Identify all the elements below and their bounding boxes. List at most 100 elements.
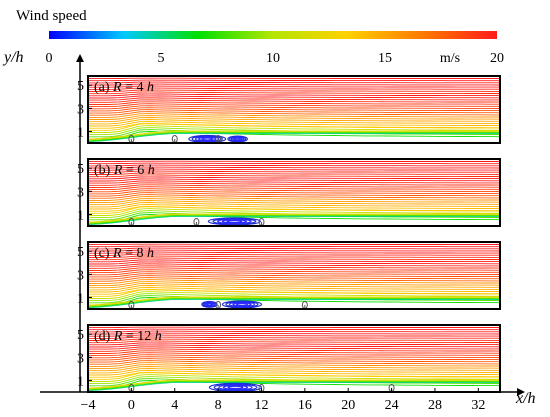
- streamline: [88, 332, 500, 335]
- streamline: [88, 352, 500, 357]
- streamline: [88, 350, 500, 354]
- streamline: [88, 166, 500, 169]
- tree-icon: [171, 134, 178, 143]
- streamline: [88, 79, 500, 82]
- streamline: [88, 253, 500, 256]
- streamline: [88, 115, 500, 120]
- recirculation-vortex: [188, 134, 227, 143]
- streamline: [88, 164, 500, 167]
- y-axis-label-unit: /h: [10, 49, 23, 66]
- streamline: [88, 340, 500, 344]
- streamline: [88, 89, 500, 92]
- streamline: [88, 204, 500, 210]
- tree-icon: [301, 300, 308, 309]
- streamline: [88, 356, 500, 361]
- streamline: [88, 81, 500, 84]
- panel-c: 135(c) R = 8 h: [77, 241, 501, 310]
- streamline: [88, 122, 500, 129]
- colorbar-tick-2: 10: [266, 51, 280, 66]
- colorbar-tick-3: 15: [378, 51, 392, 66]
- streamline: [88, 180, 500, 184]
- streamline: [88, 188, 500, 193]
- streamline: [88, 170, 500, 173]
- panel-b: 135(b) R = 6 h: [77, 158, 501, 227]
- streamline: [88, 208, 500, 216]
- recirculation-vortex: [227, 135, 248, 143]
- streamline: [88, 336, 500, 339]
- streamline: [88, 366, 500, 372]
- streamline: [88, 249, 500, 252]
- streamline: [88, 358, 500, 363]
- streamline: [88, 271, 500, 276]
- streamline: [88, 251, 500, 254]
- streamline: [88, 348, 500, 352]
- streamline: [88, 354, 500, 359]
- streamline: [88, 334, 500, 337]
- streamline: [88, 281, 500, 287]
- y-axis-label: y/h: [2, 49, 24, 66]
- x-tick-label: 28: [428, 398, 442, 413]
- colorbar-tick-labels: 0 5 10 15 20: [46, 51, 505, 66]
- streamline: [88, 374, 500, 382]
- x-axis: −4 0 4 8 12 16 20 24 28 32: [40, 54, 525, 413]
- colorbar-tick-0: 0: [46, 51, 53, 66]
- streamline: [88, 168, 500, 171]
- streamline: [88, 184, 500, 188]
- streamline: [88, 99, 500, 103]
- panel-frame: [87, 158, 501, 227]
- x-tick-label: 8: [215, 398, 222, 413]
- svg-text:y/h: y/h: [2, 49, 24, 66]
- x-tick-label: 20: [341, 398, 355, 413]
- streamline: [88, 97, 500, 101]
- streamline: [88, 338, 500, 341]
- x-tick-label: 24: [385, 398, 399, 413]
- streamline: [88, 287, 500, 293]
- colorbar-unit: m/s: [440, 51, 460, 66]
- streamlines: [88, 76, 500, 143]
- streamline: [88, 288, 500, 295]
- streamline: [88, 190, 500, 195]
- recirculation-vortex: [221, 300, 263, 309]
- streamline: [88, 198, 500, 204]
- streamline: [88, 277, 500, 282]
- panel-frame: [87, 241, 501, 310]
- streamline: [88, 182, 500, 186]
- streamline: [88, 297, 500, 306]
- streamline: [88, 371, 500, 378]
- x-axis-label-unit: /h: [522, 390, 535, 407]
- streamline: [88, 196, 500, 201]
- streamline: [88, 83, 500, 86]
- panel-label: (b) R = 6 h: [94, 163, 155, 178]
- colorbar-tick-4: 20: [490, 51, 504, 66]
- streamline: [88, 174, 500, 178]
- streamline: [88, 259, 500, 263]
- x-axis-arrow: [517, 388, 525, 396]
- streamline: [88, 93, 500, 97]
- streamline: [88, 380, 500, 389]
- streamline: [88, 362, 500, 367]
- panel-label: (a) R = 4 h: [94, 80, 154, 95]
- streamline: [88, 202, 500, 208]
- streamline: [88, 87, 500, 90]
- x-tick-label: 16: [298, 398, 312, 413]
- streamline: [88, 267, 500, 271]
- streamline: [88, 113, 500, 118]
- colorbar: [49, 31, 497, 39]
- streamline: [88, 275, 500, 280]
- x-tick-label: 32: [471, 398, 485, 413]
- colorbar-tick-1: 5: [158, 51, 165, 66]
- streamline: [88, 117, 500, 123]
- streamline: [88, 85, 500, 88]
- streamline: [88, 95, 500, 99]
- streamline: [88, 172, 500, 175]
- panel-label: (c) R = 8 h: [94, 246, 154, 261]
- near-ground-streamline: [88, 213, 500, 223]
- streamline: [88, 245, 500, 248]
- streamline: [88, 205, 500, 212]
- streamline: [88, 214, 500, 223]
- panel-d: 135(d) R = 12 h: [77, 324, 501, 393]
- streamline: [88, 370, 500, 376]
- streamline: [88, 261, 500, 265]
- streamline: [88, 109, 500, 114]
